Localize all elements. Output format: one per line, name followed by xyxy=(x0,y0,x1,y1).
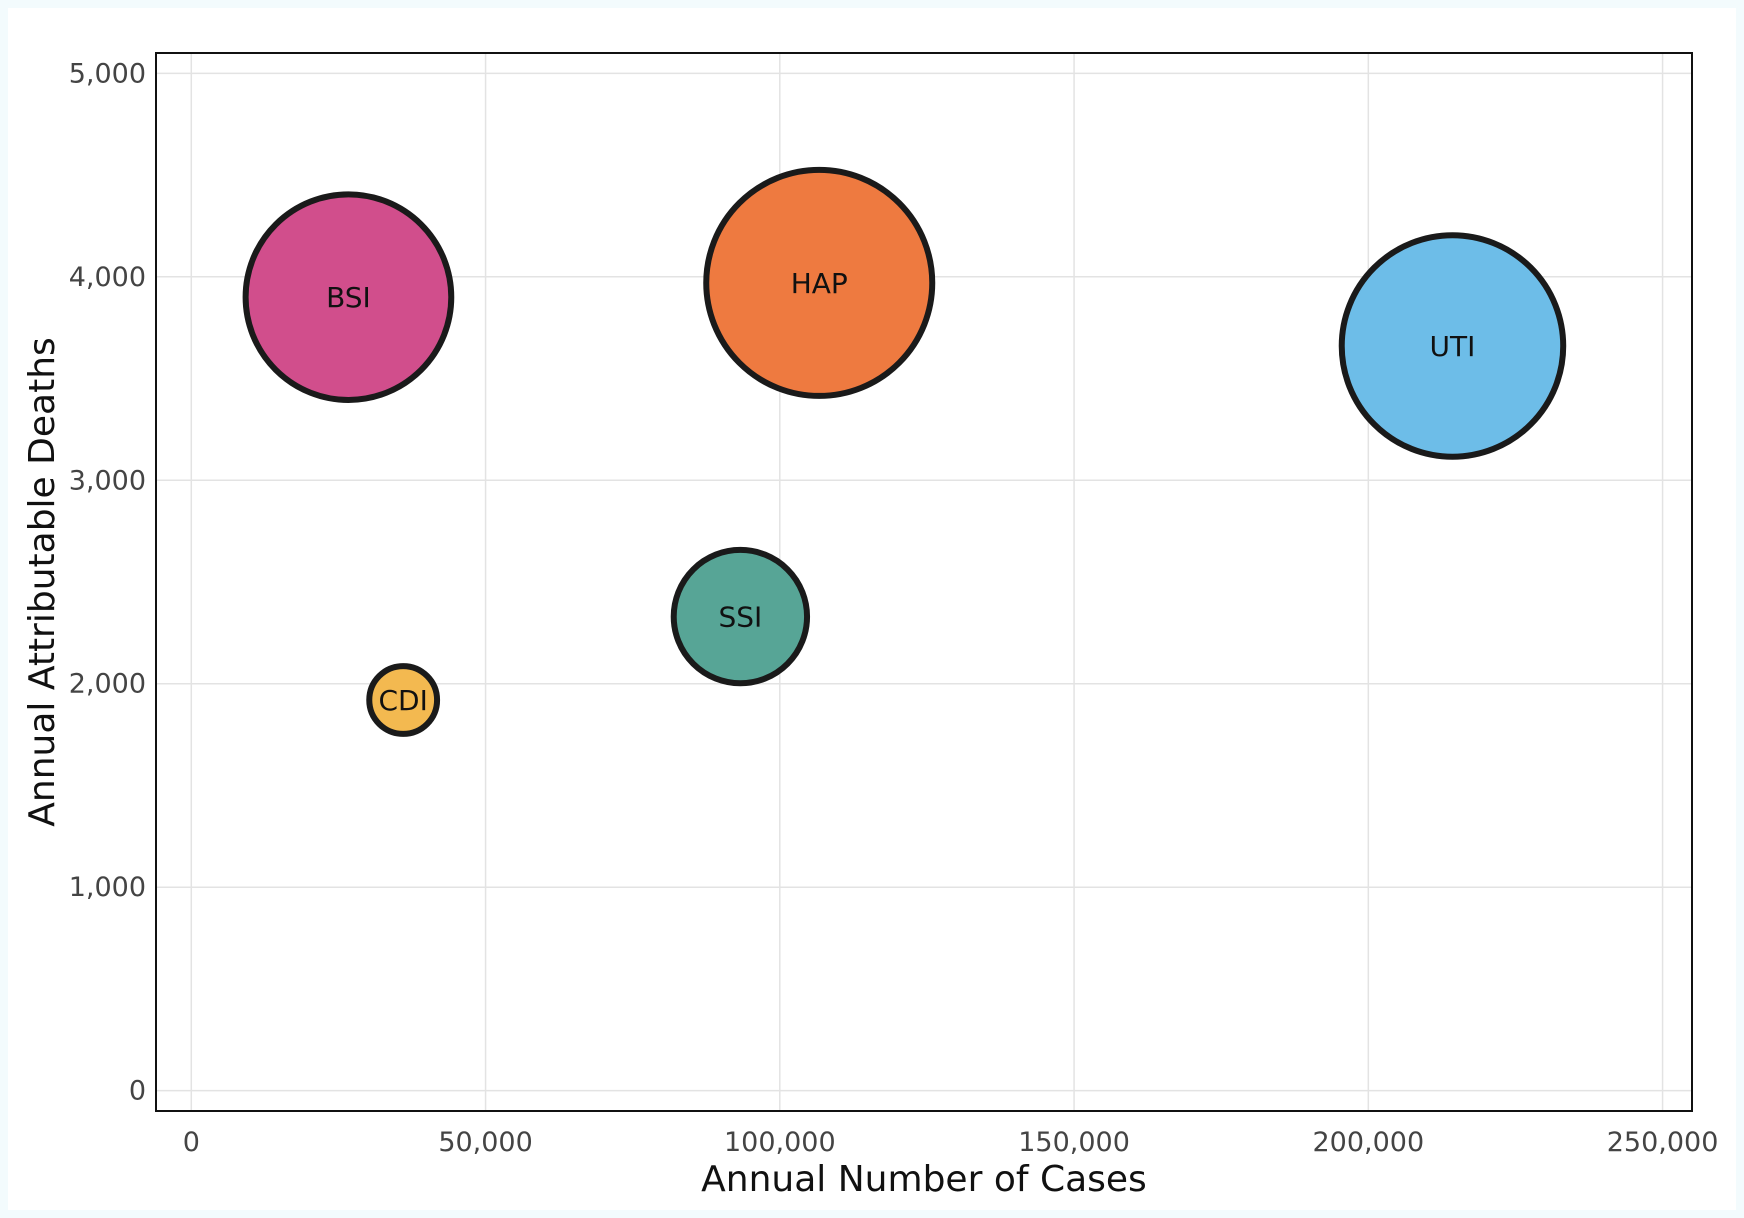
x-tick-label: 50,000 xyxy=(438,1127,532,1158)
bubble-uti xyxy=(1338,232,1567,460)
x-tick-label: 250,000 xyxy=(1607,1127,1719,1158)
bubble-label-ssi: SSI xyxy=(718,601,762,634)
y-tick-label: 1,000 xyxy=(69,872,146,903)
x-tick-label: 200,000 xyxy=(1312,1127,1424,1158)
bubble-label-cdi: CDI xyxy=(378,684,427,717)
bubble-hap xyxy=(703,166,936,399)
bubble-label-bsi: BSI xyxy=(326,281,371,314)
bubble-bsi xyxy=(242,191,455,403)
x-tick-label: 100,000 xyxy=(724,1127,836,1158)
plot-area-frame xyxy=(155,52,1693,1112)
y-tick-label: 0 xyxy=(129,1076,146,1107)
bubbles: BSI HAP UTI SSI CDI xyxy=(242,166,1567,737)
x-tick-label: 0 xyxy=(183,1127,200,1158)
bubble-chart: BSI HAP UTI SSI CDI 0 50,000 100,000 150,000 200… xyxy=(22,52,1719,1200)
bubble-label-uti: UTI xyxy=(1430,330,1476,363)
bubble-cdi xyxy=(366,663,441,737)
y-axis-title: Annual Attributable Deaths xyxy=(22,337,63,827)
tick-labels: 0 50,000 100,000 150,000 200,000 250,000 0 1,00… xyxy=(69,58,1719,1158)
x-tick-label: 150,000 xyxy=(1018,1127,1130,1158)
bubble-ssi xyxy=(670,546,811,687)
chart-figure: BSI HAP UTI SSI CDI 0 50,000 100,000 150,000 200… xyxy=(8,8,1736,1210)
y-tick-label: 5,000 xyxy=(69,58,146,89)
y-tick-label: 3,000 xyxy=(69,465,146,496)
y-tick-label: 4,000 xyxy=(69,262,146,293)
y-tick-label: 2,000 xyxy=(69,669,146,700)
x-axis-title: Annual Number of Cases xyxy=(701,1159,1147,1200)
bubble-label-hap: HAP xyxy=(791,267,848,300)
